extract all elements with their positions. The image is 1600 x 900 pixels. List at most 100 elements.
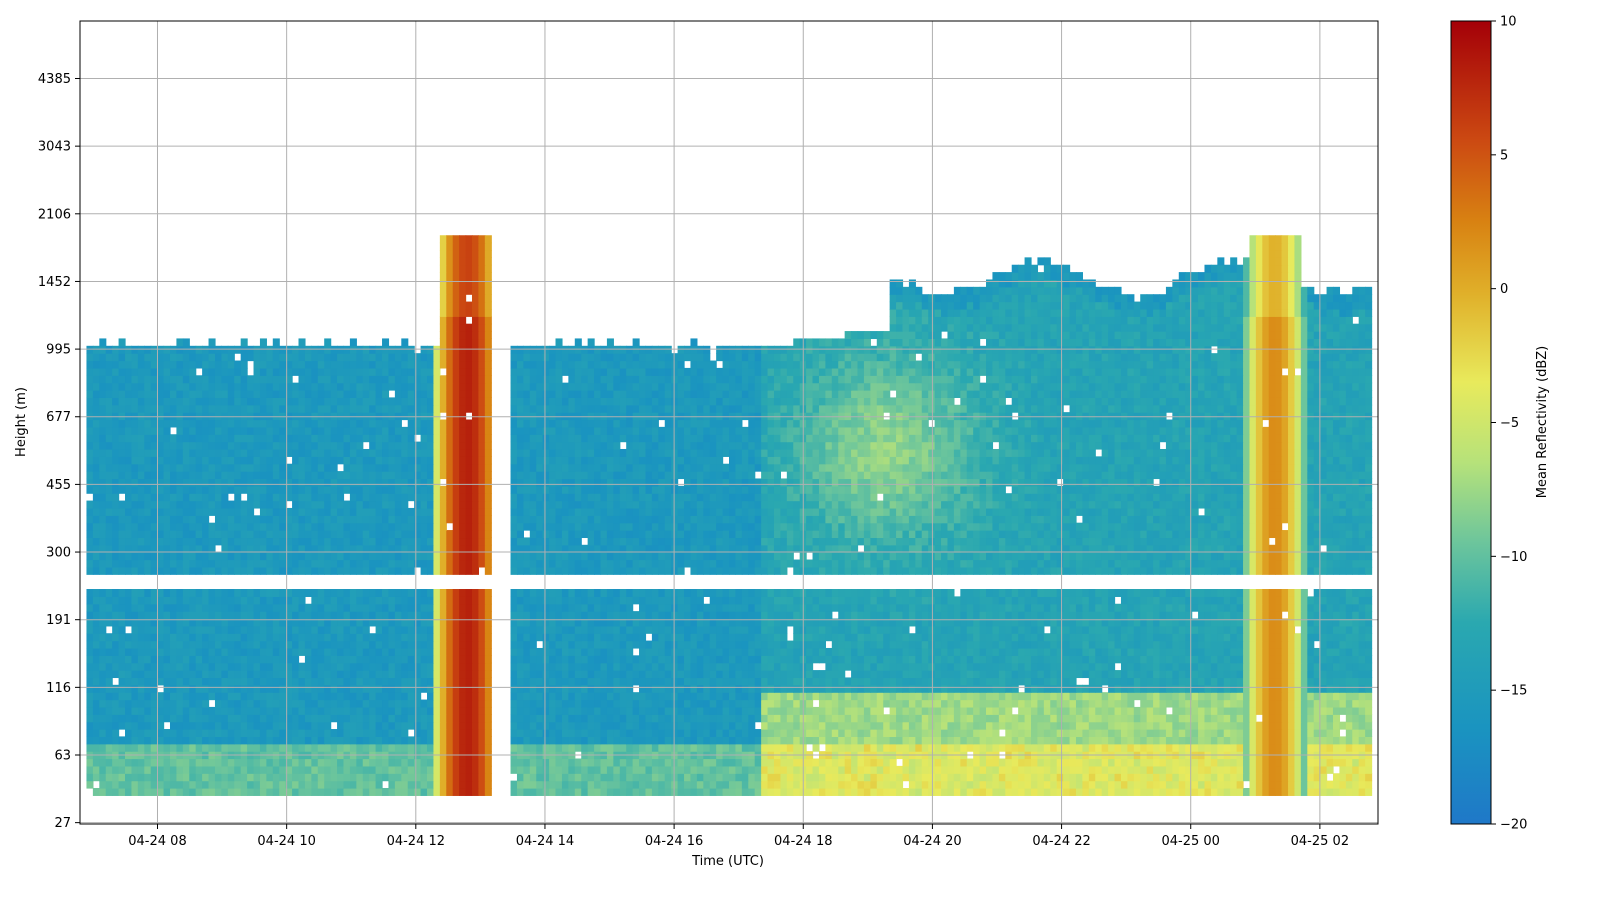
heatmap-cell [414, 743, 422, 752]
heatmap-cell [1120, 721, 1128, 730]
heatmap-cell [1345, 787, 1353, 796]
heatmap-cell [555, 706, 563, 715]
heatmap-cell [1108, 618, 1116, 627]
heatmap-cell [934, 684, 942, 693]
heatmap-cell [818, 633, 826, 642]
heatmap-cell [1275, 787, 1283, 796]
heatmap-cell [1018, 721, 1026, 730]
heatmap-cell [150, 611, 158, 620]
heatmap-cell [189, 677, 197, 686]
heatmap-cell [1159, 611, 1167, 620]
heatmap-cell [157, 743, 165, 752]
heatmap-cell [568, 706, 576, 715]
heatmap-cell [1217, 670, 1225, 679]
heatmap-cell [812, 706, 820, 715]
heatmap-cell [677, 699, 685, 708]
heatmap-cell [169, 611, 178, 620]
heatmap-cell [626, 773, 634, 782]
heatmap-cell [696, 603, 704, 612]
heatmap-cell [1268, 611, 1276, 620]
heatmap-cell [484, 758, 492, 767]
heatmap-cell [266, 780, 274, 789]
heatmap-cell [1127, 677, 1135, 686]
heatmap-cell [478, 692, 486, 701]
heatmap-cell [1320, 699, 1328, 708]
heatmap-cell [433, 618, 441, 627]
heatmap-cell [1288, 611, 1296, 620]
heatmap-cell [292, 684, 300, 693]
heatmap-cell [581, 655, 589, 664]
heatmap-cell [1178, 736, 1186, 745]
heatmap-cell [227, 736, 235, 745]
heatmap-cell [581, 706, 589, 715]
heatmap-cell [221, 692, 229, 701]
heatmap-cell [118, 647, 126, 656]
heatmap-cell [529, 684, 537, 693]
heatmap-cell [1236, 699, 1244, 708]
heatmap-cell [516, 655, 524, 664]
heatmap-cell [696, 743, 704, 752]
heatmap-cell [131, 611, 139, 620]
heatmap-cell [1024, 692, 1032, 701]
heatmap-cell [1339, 736, 1347, 745]
heatmap-cell [1339, 706, 1347, 715]
heatmap-cell [555, 670, 563, 679]
heatmap-cell [587, 655, 595, 664]
heatmap-cell [729, 625, 737, 634]
heatmap-cell [1159, 670, 1167, 679]
heatmap-cell [748, 729, 756, 737]
heatmap-cell [1088, 736, 1096, 745]
heatmap-cell [844, 706, 852, 715]
heatmap-cell [908, 633, 916, 642]
heatmap-cell [234, 625, 242, 634]
heatmap-cell [1294, 780, 1302, 789]
heatmap-cell [1185, 670, 1193, 679]
heatmap-cell [1056, 611, 1064, 620]
heatmap-cell [1024, 647, 1032, 656]
heatmap-cell [696, 773, 704, 782]
heatmap-cell [626, 603, 634, 612]
heatmap-cell [465, 603, 473, 612]
heatmap-cell [1236, 787, 1244, 796]
heatmap-cell [1307, 758, 1315, 767]
heatmap-cell [735, 633, 743, 642]
heatmap-cell [510, 684, 518, 693]
heatmap-cell [1178, 692, 1186, 701]
heatmap-cell [876, 765, 884, 774]
heatmap-cell [144, 633, 152, 642]
heatmap-cell [818, 670, 826, 679]
heatmap-cell [934, 699, 942, 708]
heatmap-cell [1339, 670, 1347, 679]
heatmap-cell [574, 692, 582, 701]
heatmap-cell [208, 758, 216, 767]
heatmap-cell [1056, 773, 1064, 782]
heatmap-cell [806, 780, 814, 789]
heatmap-cell [896, 714, 904, 723]
heatmap-cell [658, 647, 666, 656]
heatmap-cell [369, 640, 377, 649]
heatmap-cell [1288, 647, 1296, 656]
heatmap-cell [1178, 706, 1186, 715]
heatmap-cell [709, 640, 717, 649]
heatmap-cell [523, 640, 531, 649]
heatmap-cell [722, 736, 730, 745]
heatmap-cell [1352, 699, 1360, 708]
heatmap-cell [594, 714, 602, 723]
heatmap-cell [1198, 684, 1206, 693]
heatmap-cell [574, 743, 582, 752]
heatmap-cell [542, 743, 550, 752]
heatmap-cell [780, 677, 788, 686]
heatmap-cell [716, 662, 724, 671]
heatmap-cell [773, 721, 782, 730]
heatmap-cell [1313, 729, 1321, 737]
heatmap-cell [555, 684, 563, 693]
heatmap-cell [1262, 647, 1270, 656]
heatmap-cell [626, 684, 634, 693]
heatmap-cell [427, 729, 435, 737]
heatmap-cell [1011, 743, 1019, 752]
heatmap-cell [369, 647, 377, 656]
heatmap-cell [1088, 721, 1096, 730]
heatmap-cell [272, 692, 280, 701]
heatmap-cell [677, 714, 685, 723]
heatmap-cell [182, 787, 190, 796]
